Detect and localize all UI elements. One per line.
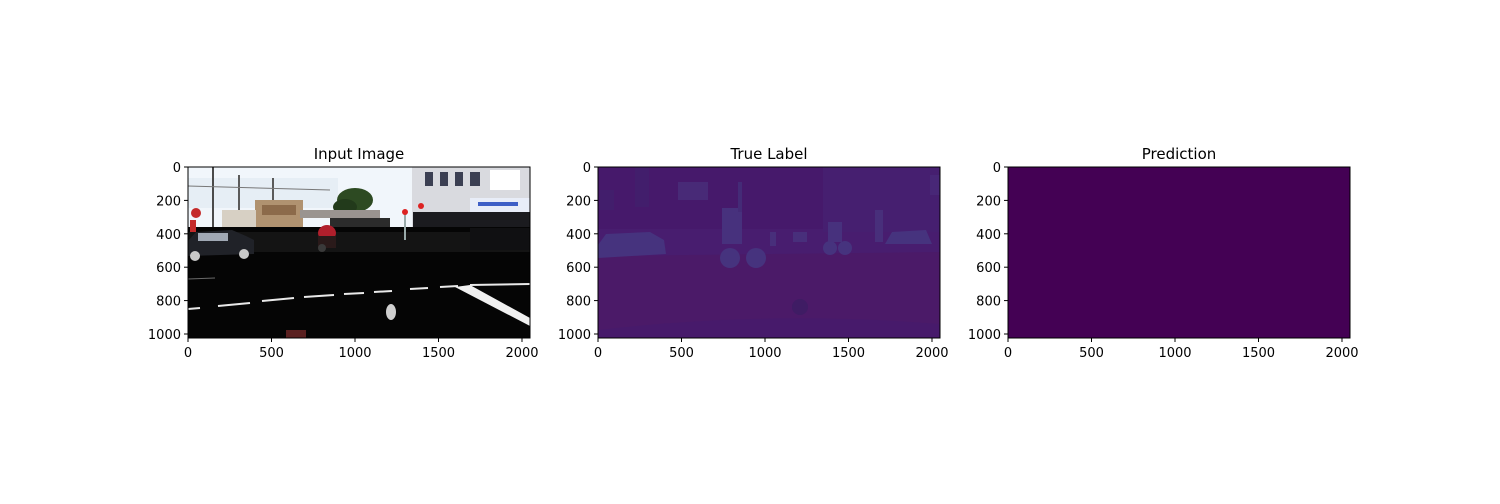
x-tick-label: 1000: [1158, 346, 1191, 361]
x-tick-label: 500: [1079, 346, 1104, 361]
y-tick-label: 0: [583, 161, 591, 176]
x-tick-label: 1500: [832, 346, 865, 361]
y-tick-label: 0: [173, 161, 181, 176]
y-tick-label: 600: [976, 261, 1001, 276]
x-tick-label: 2000: [915, 346, 948, 361]
y-tick-label: 1000: [968, 328, 1001, 343]
axes-frame: [597, 166, 941, 339]
axes-frame: [1007, 166, 1351, 339]
panel-title: Prediction: [1142, 145, 1217, 163]
panel-title: Input Image: [314, 145, 405, 163]
y-tick-label: 600: [566, 261, 591, 276]
panel-title: True Label: [729, 145, 807, 163]
x-tick-label: 2000: [1325, 346, 1358, 361]
y-tick-label: 800: [156, 295, 181, 310]
x-tick-label: 500: [259, 346, 284, 361]
y-tick-label: 0: [993, 161, 1001, 176]
y-tick-label: 1000: [148, 328, 181, 343]
y-tick-label: 800: [976, 295, 1001, 310]
axes-frame: [187, 166, 531, 339]
input-photo: [188, 167, 530, 338]
panel-prediction: Prediction 0 500 1000 1500 2000 0 200 400 600 800…: [968, 145, 1359, 361]
x-tick-label: 500: [669, 346, 694, 361]
prediction-map: [1008, 167, 1350, 338]
y-tick-label: 200: [156, 194, 181, 209]
y-tick-label: 400: [566, 228, 591, 243]
x-tick-label: 1500: [1242, 346, 1275, 361]
label-map: [598, 167, 940, 338]
y-tick-label: 800: [566, 295, 591, 310]
y-tick-label: 600: [156, 261, 181, 276]
x-tick-label: 1000: [338, 346, 371, 361]
x-tick-label: 1500: [422, 346, 455, 361]
panel-true-label: True Label 0 500 1000 1: [558, 145, 949, 361]
x-tick-label: 0: [184, 346, 192, 361]
x-tick-label: 0: [1004, 346, 1012, 361]
panel-input-image: Input Image: [148, 145, 539, 361]
y-tick-label: 200: [566, 194, 591, 209]
x-tick-label: 2000: [505, 346, 538, 361]
y-tick-label: 400: [976, 228, 1001, 243]
y-tick-label: 400: [156, 228, 181, 243]
x-tick-label: 1000: [748, 346, 781, 361]
y-tick-label: 1000: [558, 328, 591, 343]
x-tick-label: 0: [594, 346, 602, 361]
y-tick-label: 200: [976, 194, 1001, 209]
